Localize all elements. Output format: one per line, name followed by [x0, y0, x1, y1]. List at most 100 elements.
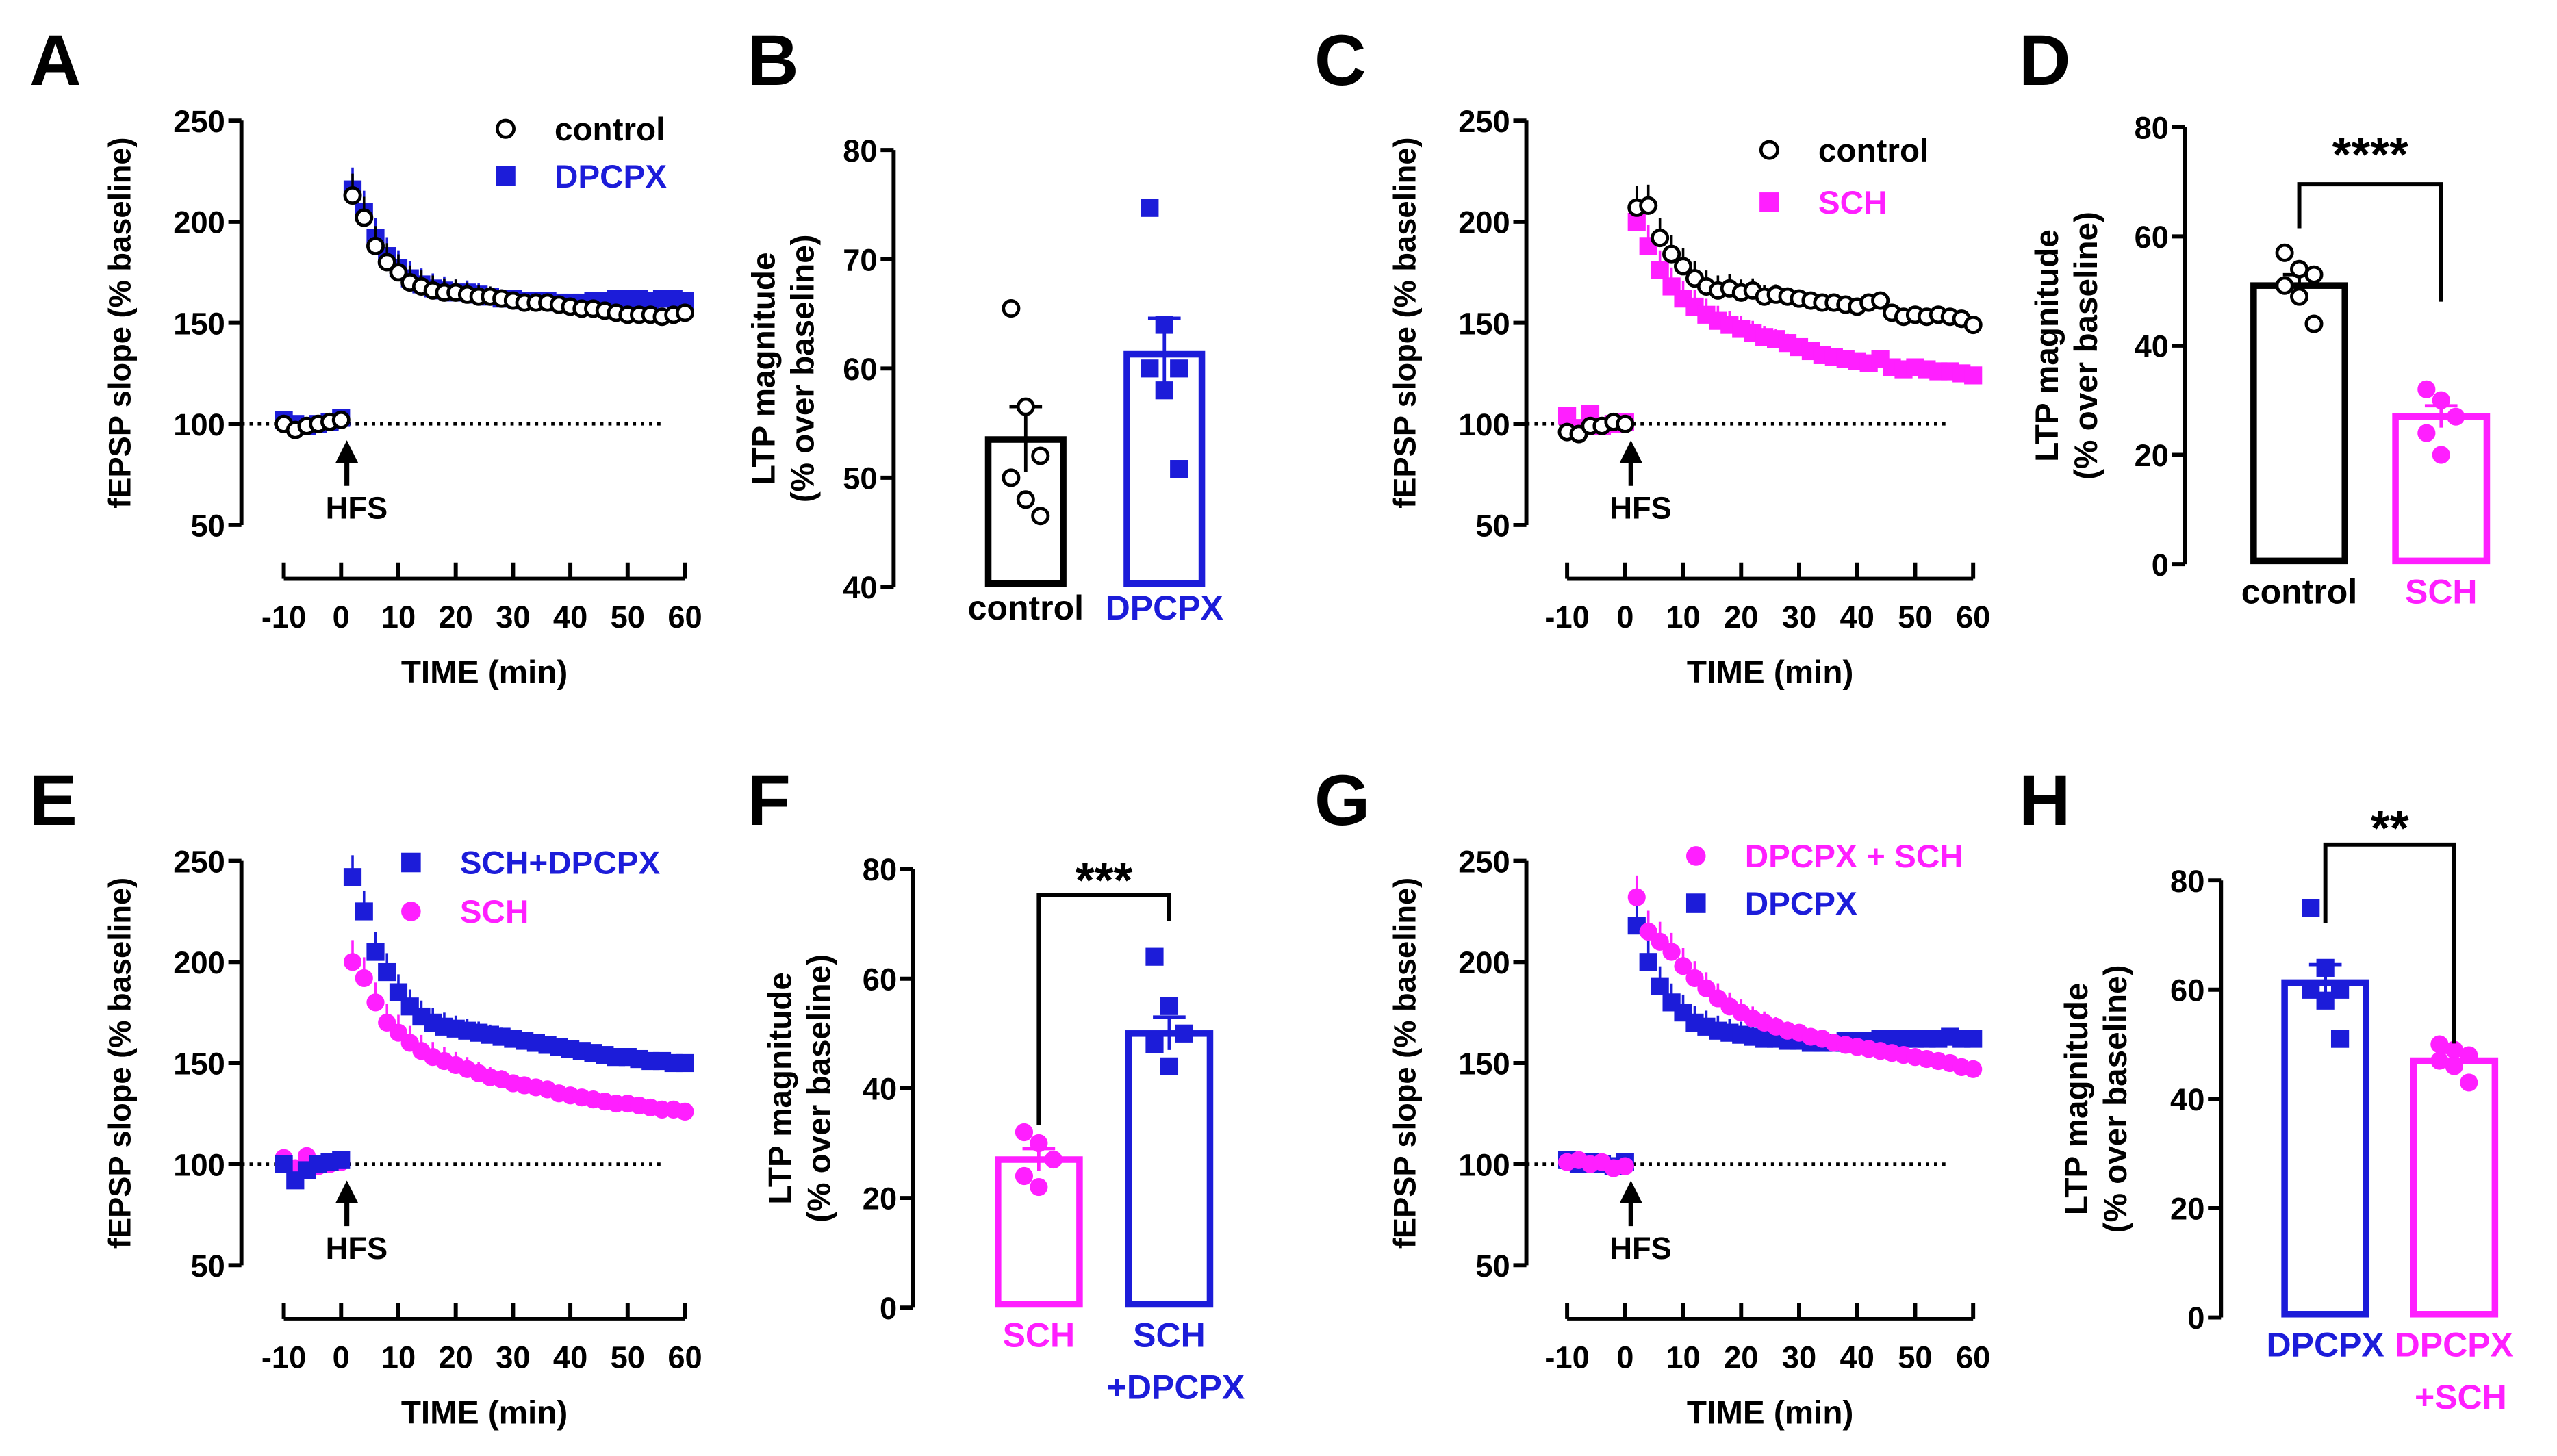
data-point — [378, 962, 396, 982]
data-point — [1160, 1057, 1179, 1075]
category-label: control — [2241, 572, 2357, 611]
y-tick-label: 80 — [843, 133, 877, 168]
y-axis-label: (% over baseline) — [801, 954, 837, 1223]
y-tick-label: 60 — [2135, 220, 2169, 255]
data-point — [1170, 460, 1188, 478]
y-tick-label: 40 — [2170, 1082, 2204, 1117]
legend-marker — [495, 118, 516, 139]
data-point — [1141, 359, 1159, 378]
legend-marker — [496, 166, 516, 186]
data-point — [1674, 957, 1692, 975]
x-tick-label: -10 — [262, 600, 306, 635]
x-tick-label: 40 — [1840, 1340, 1874, 1375]
data-point — [1697, 979, 1716, 997]
data-point — [2316, 958, 2335, 977]
data-point — [2302, 898, 2320, 917]
data-point — [343, 868, 362, 886]
hfs-label: HFS — [1610, 490, 1672, 525]
data-point — [1031, 507, 1050, 526]
panel-letter: F — [747, 761, 791, 841]
y-tick-label: 40 — [863, 1072, 897, 1107]
data-point — [1160, 997, 1179, 1015]
x-tick-label: 20 — [439, 1340, 473, 1375]
data-point — [2447, 407, 2465, 426]
x-tick-label: 40 — [553, 600, 587, 635]
y-tick-label: 0 — [2187, 1301, 2204, 1336]
x-tick-label: 50 — [611, 1340, 645, 1375]
y-tick-label: 50 — [190, 509, 225, 544]
legend-marker — [401, 902, 421, 921]
y-tick-label: 20 — [863, 1182, 897, 1216]
data-point — [1616, 1157, 1634, 1175]
y-tick-label: 150 — [173, 1047, 225, 1082]
data-point — [1627, 888, 1646, 906]
y-tick-label: 40 — [2135, 329, 2169, 364]
significance-bracket — [2297, 182, 2443, 302]
legend-marker — [1685, 846, 1706, 866]
data-point — [2417, 424, 2436, 442]
x-tick-label: 10 — [1666, 600, 1700, 635]
x-tick-label: 60 — [667, 1340, 702, 1375]
x-tick-label: 30 — [496, 600, 530, 635]
data-point — [2460, 1046, 2478, 1064]
y-tick-label: 80 — [2135, 110, 2169, 145]
data-point — [2460, 1073, 2478, 1092]
legend-marker — [401, 852, 421, 873]
y-tick-label: 50 — [843, 461, 877, 496]
legend-label: control — [1818, 133, 1929, 169]
legend-label: SCH — [460, 894, 529, 930]
x-axis-label: TIME (min) — [1687, 1394, 1853, 1431]
hfs-label: HFS — [1610, 1231, 1672, 1266]
x-tick-label: 0 — [333, 600, 350, 635]
data-point — [1170, 359, 1188, 378]
data-point — [343, 186, 362, 205]
category-label: control — [968, 589, 1084, 627]
y-axis-label: (% over baseline) — [2068, 212, 2104, 480]
data-point — [275, 1155, 293, 1173]
x-axis-label: TIME (min) — [1687, 654, 1853, 691]
panel-letter: B — [747, 21, 799, 101]
data-point — [1141, 199, 1159, 217]
data-point — [366, 943, 385, 961]
category-label: SCH — [1003, 1316, 1076, 1354]
x-tick-label: 0 — [1616, 1340, 1633, 1375]
y-axis-label: LTP magnitude — [2029, 229, 2065, 462]
data-point — [1639, 922, 1657, 941]
x-tick-label: -10 — [1544, 600, 1589, 635]
x-tick-label: 0 — [1616, 600, 1633, 635]
y-tick-label: 100 — [1458, 1147, 1510, 1182]
y-tick-label: 150 — [1458, 306, 1510, 341]
data-point — [1674, 257, 1693, 276]
y-tick-label: 100 — [1458, 407, 1510, 442]
data-point — [1685, 969, 1704, 988]
data-point — [1044, 1150, 1063, 1169]
data-point — [1963, 316, 1983, 335]
data-point — [2432, 446, 2450, 464]
hfs-label: HFS — [326, 1231, 387, 1266]
panel-f: F 0 20 40 60 80 LTP magnitude (% over baseline)… — [747, 761, 1245, 1406]
data-point — [2417, 380, 2436, 398]
category-label: +DPCPX — [1107, 1368, 1245, 1407]
data-point — [1616, 414, 1635, 433]
data-point — [2330, 1030, 2350, 1048]
data-point — [2430, 1035, 2449, 1053]
y-tick-label: 250 — [1458, 844, 1510, 879]
panel-b: B 40 50 60 70 80 LTP magnitude (% over baseline… — [746, 21, 1223, 627]
y-tick-label: 200 — [1458, 945, 1510, 980]
data-point — [2316, 991, 2335, 1010]
y-tick-label: 0 — [2152, 548, 2169, 583]
data-point — [1651, 932, 1669, 951]
data-point — [366, 236, 385, 255]
y-axis-label: LTP magnitude — [762, 972, 798, 1205]
data-point — [676, 1053, 694, 1073]
legend-label: DPCPX — [1745, 886, 1857, 922]
y-axis-label: (% over baseline) — [785, 234, 822, 502]
y-tick-label: 250 — [173, 844, 225, 879]
data-point — [1145, 1035, 1164, 1053]
data-point — [2445, 1057, 2463, 1075]
data-point — [1651, 229, 1670, 248]
legend-label: SCH — [1818, 185, 1887, 221]
data-point — [1016, 397, 1035, 416]
